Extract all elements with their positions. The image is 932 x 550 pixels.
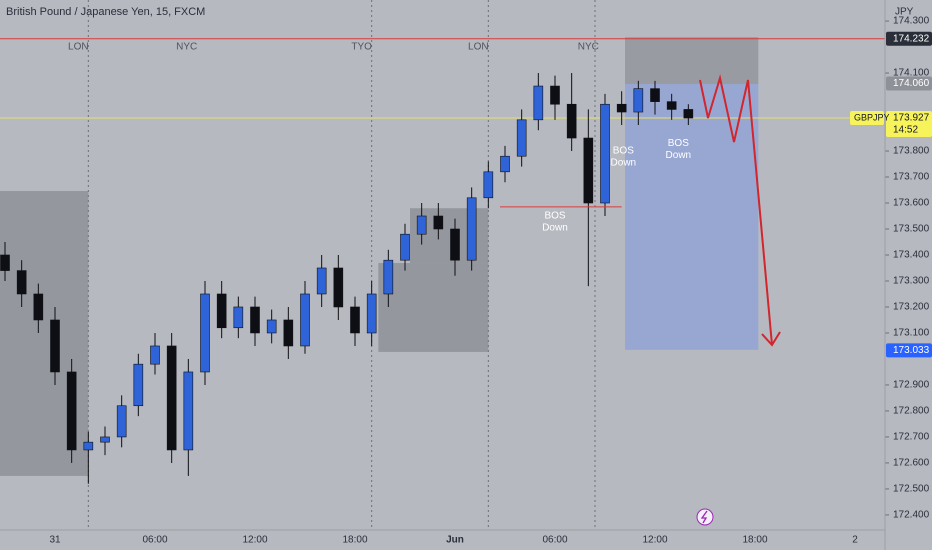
candle-body bbox=[366, 293, 377, 334]
candle-body bbox=[633, 88, 644, 113]
x-tick-label: 18:00 bbox=[742, 535, 767, 546]
candle-body bbox=[83, 441, 94, 451]
candle-body bbox=[516, 119, 527, 157]
y-tick-label: 173.100 bbox=[893, 328, 930, 339]
y-tick-label: 172.700 bbox=[893, 432, 930, 443]
candle-body bbox=[100, 436, 110, 443]
session-label: TYO bbox=[351, 42, 372, 53]
candle-body bbox=[383, 259, 394, 295]
event-icon bbox=[700, 510, 708, 524]
x-tick-label: 12:00 bbox=[642, 535, 667, 546]
price-tag-label: 174.232 bbox=[893, 33, 930, 44]
bos-label: BOS bbox=[544, 211, 565, 222]
price-tag bbox=[886, 343, 932, 358]
event-icon bbox=[696, 508, 714, 526]
x-tick-label: 31 bbox=[49, 535, 61, 546]
candle-body bbox=[66, 371, 77, 451]
candle-body bbox=[650, 88, 660, 102]
session-label: LON bbox=[68, 42, 89, 53]
currency: JPY bbox=[895, 7, 914, 18]
candle-body bbox=[133, 363, 144, 407]
y-tick-label: 173.500 bbox=[893, 224, 930, 235]
candle-body bbox=[33, 293, 44, 321]
session-label: NYC bbox=[176, 42, 197, 53]
candle-body bbox=[216, 293, 227, 329]
candle-body bbox=[350, 306, 360, 334]
x-tick-label: 12:00 bbox=[242, 535, 267, 546]
candle-body bbox=[333, 267, 344, 308]
bos-label: BOS bbox=[668, 138, 689, 149]
price-tag-label: 173.927 bbox=[893, 113, 930, 124]
candle-body bbox=[400, 233, 410, 261]
y-tick-label: 172.800 bbox=[893, 406, 930, 417]
y-tick-label: 172.400 bbox=[893, 510, 930, 521]
y-tick-label: 174.300 bbox=[893, 16, 930, 27]
candle-body bbox=[450, 228, 460, 261]
candle-body bbox=[500, 155, 510, 173]
candle-body bbox=[200, 293, 210, 373]
candle-body bbox=[466, 197, 477, 261]
symbol-label: GBPJPY bbox=[854, 112, 890, 122]
candle-body bbox=[600, 103, 610, 204]
candle-body bbox=[483, 171, 494, 199]
x-tick-label: 06:00 bbox=[542, 535, 567, 546]
candle-body bbox=[566, 103, 577, 139]
bos-label: Down bbox=[542, 223, 568, 234]
bos-label: Down bbox=[611, 158, 637, 169]
candle-body bbox=[316, 267, 327, 295]
price-tag bbox=[886, 31, 932, 46]
price-tag-label: 174.060 bbox=[893, 78, 930, 89]
candle-body bbox=[116, 405, 127, 438]
y-tick-label: 172.500 bbox=[893, 484, 930, 495]
candle-body bbox=[233, 306, 244, 329]
y-tick-label: 173.200 bbox=[893, 302, 930, 313]
candle-body bbox=[16, 270, 27, 295]
candle-body bbox=[283, 319, 294, 347]
y-tick-label: 173.800 bbox=[893, 146, 930, 157]
symbol-tag bbox=[850, 111, 884, 126]
candle-body bbox=[166, 345, 177, 451]
bos-label: BOS bbox=[613, 146, 634, 157]
session-label: NYC bbox=[578, 42, 599, 53]
candle-body bbox=[150, 345, 160, 365]
countdown: 14:52 bbox=[893, 125, 918, 136]
y-tick-label: 173.300 bbox=[893, 276, 930, 287]
zone bbox=[625, 37, 759, 84]
candle-body bbox=[300, 293, 310, 347]
candle-body bbox=[0, 254, 10, 271]
candle-body bbox=[550, 85, 560, 105]
y-tick-label: 173.700 bbox=[893, 172, 930, 183]
zone bbox=[378, 263, 489, 352]
y-tick-label: 172.900 bbox=[893, 380, 930, 391]
price-tag bbox=[886, 76, 932, 91]
session-label: LON bbox=[468, 42, 489, 53]
x-tick-label: 2 bbox=[852, 535, 858, 546]
candle-body bbox=[533, 85, 544, 121]
y-tick-label: 173.400 bbox=[893, 250, 930, 261]
candle-body bbox=[433, 215, 444, 230]
price-tag-label: 173.033 bbox=[893, 345, 930, 356]
bos-label: Down bbox=[666, 150, 692, 161]
candle-body bbox=[50, 319, 60, 373]
y-tick-label: 173.600 bbox=[893, 198, 930, 209]
candle-body bbox=[583, 137, 594, 204]
y-tick-label: 172.600 bbox=[893, 458, 930, 469]
candle-body bbox=[683, 109, 694, 119]
chart-title: British Pound / Japanese Yen, 15, FXCM bbox=[6, 6, 205, 18]
candle-body bbox=[666, 101, 677, 110]
projection-arrow bbox=[699, 74, 781, 347]
candle-body bbox=[183, 371, 194, 451]
x-tick-label: 18:00 bbox=[342, 535, 367, 546]
price-tag bbox=[886, 111, 932, 138]
x-tick-label: 06:00 bbox=[142, 535, 167, 546]
candle-body bbox=[416, 215, 427, 235]
candle-body bbox=[250, 306, 260, 334]
y-tick-label: 174.100 bbox=[893, 68, 930, 79]
x-tick-label: Jun bbox=[446, 535, 464, 546]
candle-body bbox=[616, 103, 627, 113]
candle-body bbox=[266, 319, 277, 334]
